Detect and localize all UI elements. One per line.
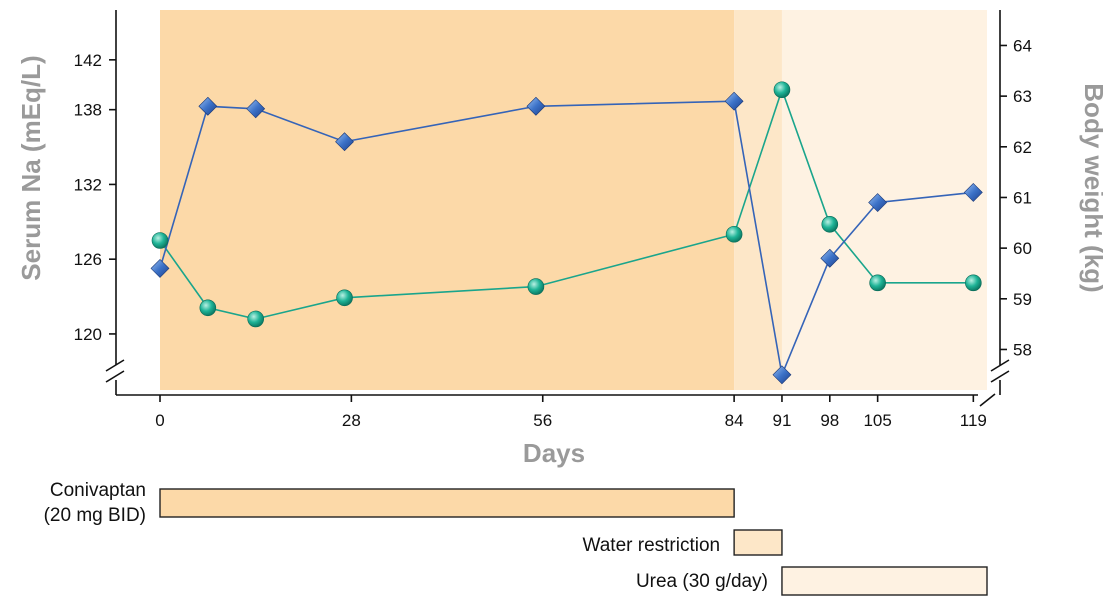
treatment-timeline: Conivaptan (20 mg BID) Water restriction Ur… bbox=[44, 480, 988, 596]
treatment-label-0-1: (20 mg BID) bbox=[44, 505, 146, 526]
treatment-label-2-0: Urea (30 g/day) bbox=[636, 571, 768, 592]
y-right-tick-label-5: 63 bbox=[1013, 87, 1032, 106]
serum-na-point-3 bbox=[336, 289, 353, 307]
serum-na-point-8 bbox=[869, 274, 886, 292]
body-weight-point-4 bbox=[526, 96, 546, 116]
body-weight-point-1 bbox=[198, 96, 218, 116]
y-left-tick-label-3: 138 bbox=[74, 101, 102, 120]
x-tick-label-4: 91 bbox=[772, 411, 791, 430]
serum-na-point-4 bbox=[527, 278, 545, 295]
treatment-bar-1 bbox=[733, 529, 783, 556]
x-tick-label-3: 84 bbox=[725, 411, 744, 430]
x-axis-title: Days bbox=[523, 438, 585, 468]
treatment-bar-0 bbox=[159, 488, 735, 518]
y-axis-right-title: Body weight (kg) bbox=[1079, 83, 1103, 292]
series-line-diamond bbox=[159, 100, 974, 378]
y-axis-left-title: Serum Na (mEq/L) bbox=[16, 55, 46, 280]
x-tick-label-0: 0 bbox=[155, 411, 164, 430]
y-right-tick-label-6: 64 bbox=[1013, 36, 1032, 55]
treatment-phase-backgrounds bbox=[160, 10, 987, 390]
y-left-tick-label-0: 120 bbox=[74, 325, 102, 344]
x-tick-label-1: 28 bbox=[342, 411, 361, 430]
series-lines bbox=[159, 87, 974, 378]
serum-na-point-0 bbox=[151, 232, 169, 249]
tick-labels: 0 28 56 84 91 98 105 119 120 126 132 138 142 58 59 60 61… bbox=[74, 36, 1032, 430]
serum-na-point-5 bbox=[725, 225, 743, 243]
serum-na-point-2 bbox=[247, 310, 264, 328]
y-left-tick-label-1: 126 bbox=[74, 250, 102, 269]
body-weight-point-9 bbox=[963, 182, 983, 202]
y-right-tick-label-4: 62 bbox=[1013, 138, 1032, 157]
x-tick-label-5: 98 bbox=[820, 411, 839, 430]
x-axis-break-mark bbox=[979, 393, 996, 407]
serum-na-point-7 bbox=[821, 215, 839, 233]
x-tick-label-7: 119 bbox=[960, 411, 987, 430]
serum-na-point-9 bbox=[965, 274, 982, 292]
phase-band-0 bbox=[160, 10, 735, 390]
y-right-tick-label-0: 58 bbox=[1013, 340, 1032, 359]
body-weight-point-7 bbox=[820, 248, 840, 268]
body-weight-point-3 bbox=[335, 132, 354, 152]
body-weight-point-5 bbox=[724, 91, 744, 111]
x-tick-label-6: 105 bbox=[863, 411, 891, 430]
y-axis-right-break-mark-1 bbox=[990, 359, 1010, 372]
body-weight-point-2 bbox=[246, 99, 266, 119]
y-right-tick-label-1: 59 bbox=[1013, 290, 1032, 309]
y-left-tick-label-4: 142 bbox=[74, 51, 102, 70]
body-weight-point-6 bbox=[772, 365, 792, 385]
treatment-bar-2 bbox=[781, 566, 988, 596]
y-right-tick-label-2: 60 bbox=[1013, 239, 1032, 258]
treatment-label-0-0: Conivaptan bbox=[50, 480, 146, 501]
treatment-label-1-0: Water restriction bbox=[583, 535, 721, 556]
y-right-tick-label-3: 61 bbox=[1013, 188, 1032, 207]
series-line-circle bbox=[159, 87, 974, 320]
serum-na-point-1 bbox=[199, 299, 217, 317]
y-axis-left-break-mark-2 bbox=[105, 370, 125, 383]
y-axis-right-break-mark-2 bbox=[990, 370, 1010, 383]
y-left-tick-label-2: 132 bbox=[74, 175, 102, 194]
serum-na-point-6 bbox=[773, 81, 791, 99]
body-weight-point-8 bbox=[868, 193, 888, 212]
series-markers bbox=[150, 81, 983, 385]
axes bbox=[105, 10, 1010, 407]
body-weight-point-0 bbox=[150, 258, 170, 278]
x-tick-label-2: 56 bbox=[533, 411, 552, 430]
y-axis-left-break-mark-1 bbox=[105, 359, 125, 372]
